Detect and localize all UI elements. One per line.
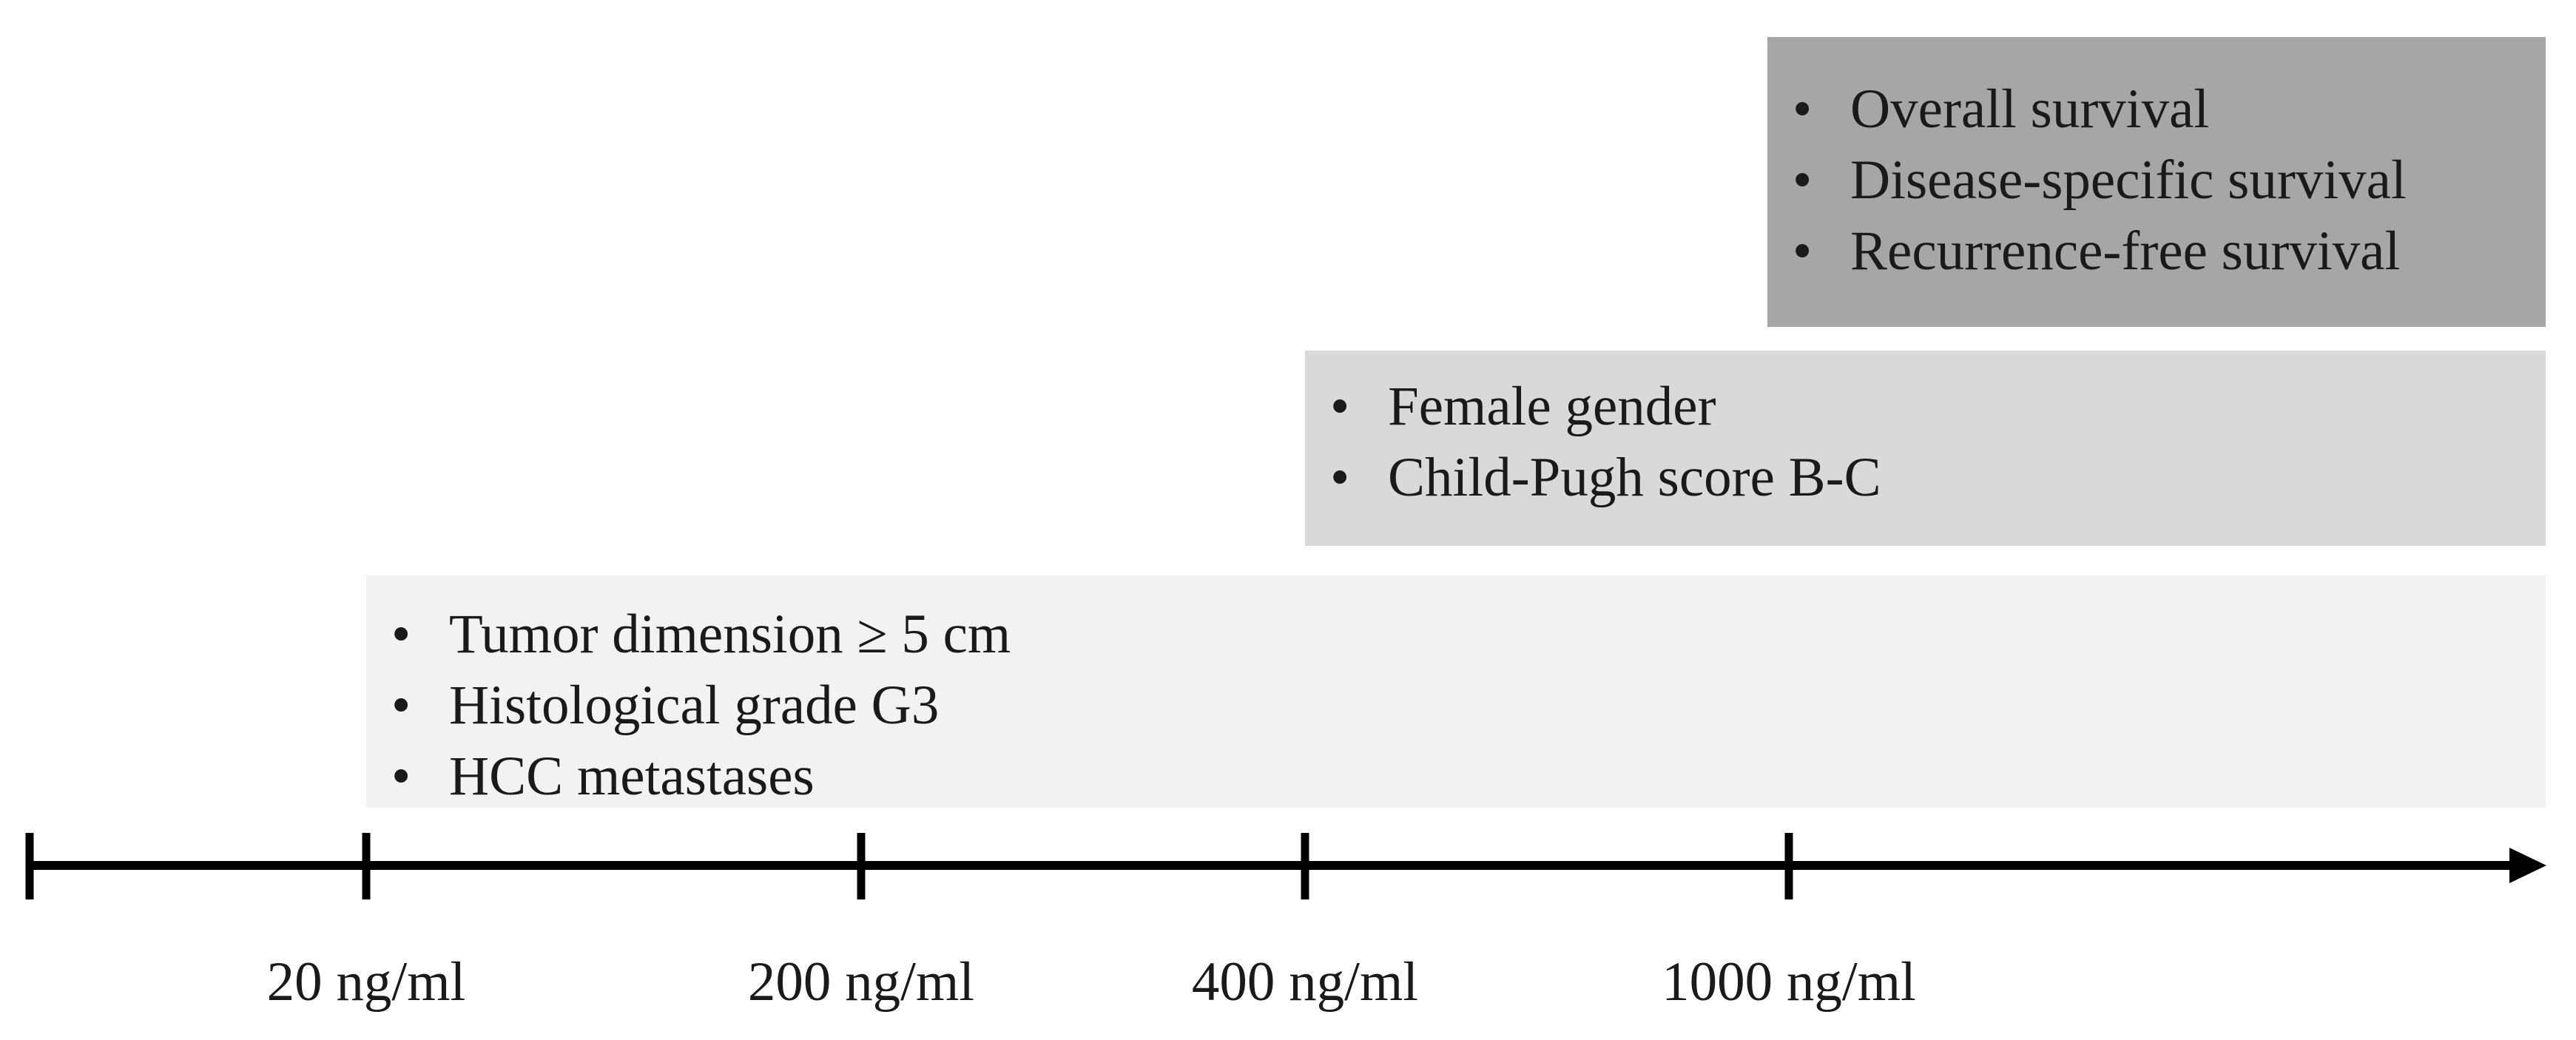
list-item: HCC metastases [366, 741, 2546, 812]
band-mid-list: Female gender Child-Pugh score B-C [1305, 371, 2546, 513]
list-item: Disease-specific survival [1767, 145, 2546, 216]
tick-label-400: 400 ng/ml [1191, 951, 1419, 1013]
axis-arrowhead [2509, 848, 2546, 883]
band-top-list: Overall survival Disease-specific surviv… [1767, 74, 2546, 287]
tick-label-200: 200 ng/ml [747, 951, 975, 1013]
band-tumor-dimension-group: Tumor dimension ≥ 5 cm Histological grad… [366, 575, 2546, 812]
list-item: Overall survival [1767, 74, 2546, 145]
list-item: Histological grade G3 [366, 670, 2546, 741]
tick-label-20: 20 ng/ml [266, 951, 466, 1013]
list-item: Recurrence-free survival [1767, 216, 2546, 287]
list-item: Tumor dimension ≥ 5 cm [366, 599, 2546, 670]
list-item: Female gender [1305, 371, 2546, 442]
band-low-list: Tumor dimension ≥ 5 cm Histological grad… [366, 599, 2546, 812]
band-overall-survival-group: Overall survival Disease-specific surviv… [1767, 37, 2546, 327]
tick-label-1000: 1000 ng/ml [1662, 951, 1916, 1013]
list-item: Child-Pugh score B-C [1305, 442, 2546, 513]
band-female-gender-group: Female gender Child-Pugh score B-C [1305, 351, 2546, 546]
